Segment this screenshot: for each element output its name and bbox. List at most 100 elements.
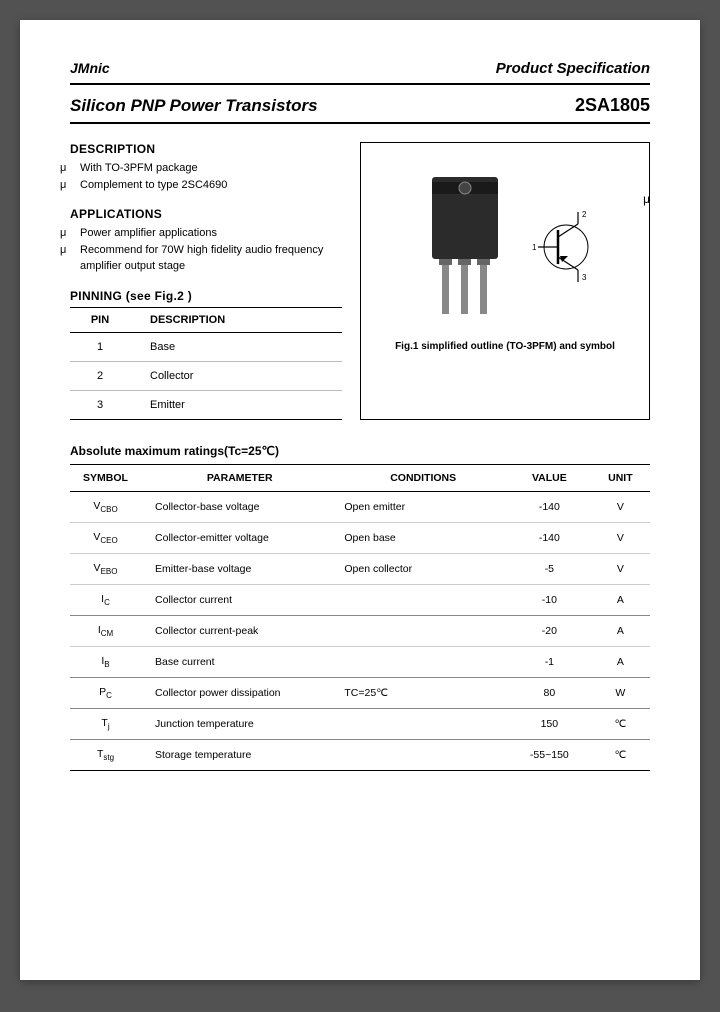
header-rule	[70, 83, 650, 85]
value-cell: 150	[508, 709, 591, 740]
symbol-cell: VEBO	[70, 553, 141, 584]
table-row: VCBOCollector-base voltageOpen emitter-1…	[70, 491, 650, 522]
unit-cell: A	[591, 646, 650, 677]
bullet-icon: μ	[70, 160, 80, 177]
cond-cell	[330, 740, 508, 771]
pin1-label: 1	[532, 243, 537, 252]
pin-cell: 3	[70, 390, 130, 419]
pin3-label: 3	[582, 273, 587, 282]
table-row: TjJunction temperature 150℃	[70, 709, 650, 740]
ratings-heading: Absolute maximum ratings(Tc=25℃)	[70, 444, 650, 458]
symbol-cell: ICM	[70, 615, 141, 646]
list-item: μPower amplifier applications	[70, 225, 342, 242]
list-text: With TO-3PFM package	[80, 162, 198, 174]
unit-cell: V	[591, 553, 650, 584]
cond-cell: Open emitter	[330, 491, 508, 522]
value-cell: -20	[508, 615, 591, 646]
unit-cell: V	[591, 491, 650, 522]
figure-caption: Fig.1 simplified outline (TO-3PFM) and s…	[395, 341, 615, 352]
param-cell: Emitter-base voltage	[141, 553, 330, 584]
ratings-table: SYMBOL PARAMETER CONDITIONS VALUE UNIT V…	[70, 464, 650, 772]
unit-cell: A	[591, 584, 650, 615]
symbol-cell: IC	[70, 584, 141, 615]
cond-cell: Open base	[330, 522, 508, 553]
unit-cell: W	[591, 678, 650, 709]
table-row: TstgStorage temperature-55~150℃	[70, 740, 650, 771]
pinning-heading: PINNING (see Fig.2 )	[70, 289, 342, 303]
table-row: VEBOEmitter-base voltageOpen collector-5…	[70, 553, 650, 584]
applications-heading: APPLICATIONS	[70, 207, 342, 221]
pinning-table: PIN DESCRIPTION 1Base2Collector3Emitter	[70, 307, 342, 420]
figure-box: 1 2 3 Fig.1 simplified outline (TO-3PFM)…	[360, 142, 650, 420]
left-column: DESCRIPTION μWith TO-3PFM package μCompl…	[70, 142, 342, 420]
param-cell: Collector-emitter voltage	[141, 522, 330, 553]
applications-list: μPower amplifier applications μRecommend…	[70, 225, 342, 275]
brand-name: JMnic	[70, 60, 110, 76]
pin2-label: 2	[582, 210, 587, 219]
unit-cell: A	[591, 615, 650, 646]
desc-col-header: DESCRIPTION	[130, 307, 342, 332]
value-cell: -5	[508, 553, 591, 584]
value-cell: -140	[508, 491, 591, 522]
table-row: IBBase current-1A	[70, 646, 650, 677]
top-section: DESCRIPTION μWith TO-3PFM package μCompl…	[70, 142, 650, 420]
table-row: 3Emitter	[70, 390, 342, 419]
value-cell: -1	[508, 646, 591, 677]
value-cell: -140	[508, 522, 591, 553]
param-cell: Storage temperature	[141, 740, 330, 771]
table-row: ICMCollector current-peak -20A	[70, 615, 650, 646]
bullet-icon: μ	[70, 225, 80, 242]
pin-col-header: PIN	[70, 307, 130, 332]
pin-cell: 1	[70, 332, 130, 361]
list-item: μComplement to type 2SC4690	[70, 177, 342, 194]
desc-cell: Collector	[130, 361, 342, 390]
symbol-cell: PC	[70, 678, 141, 709]
cond-cell	[330, 615, 508, 646]
datasheet-page: μ JMnic Product Specification Silicon PN…	[20, 20, 700, 980]
list-item: μRecommend for 70W high fidelity audio f…	[70, 242, 342, 275]
cond-cell	[330, 709, 508, 740]
page-header: JMnic Product Specification	[70, 60, 650, 77]
symbol-cell: Tj	[70, 709, 141, 740]
param-cell: Collector-base voltage	[141, 491, 330, 522]
product-family: Silicon PNP Power Transistors	[70, 96, 318, 116]
symbol-cell: VCBO	[70, 491, 141, 522]
package-outline-icon	[410, 167, 520, 327]
list-text: Complement to type 2SC4690	[80, 179, 227, 191]
part-number: 2SA1805	[575, 95, 650, 116]
list-text: Power amplifier applications	[80, 227, 217, 239]
figure-graphics: 1 2 3	[410, 167, 600, 327]
cond-cell: Open collector	[330, 553, 508, 584]
list-item: μWith TO-3PFM package	[70, 160, 342, 177]
cond-cell	[330, 584, 508, 615]
desc-cell: Base	[130, 332, 342, 361]
symbol-cell: VCEO	[70, 522, 141, 553]
col-symbol: SYMBOL	[70, 464, 141, 491]
title-row: Silicon PNP Power Transistors 2SA1805	[70, 95, 650, 116]
param-cell: Collector current-peak	[141, 615, 330, 646]
param-cell: Junction temperature	[141, 709, 330, 740]
param-cell: Collector current	[141, 584, 330, 615]
description-heading: DESCRIPTION	[70, 142, 342, 156]
table-row: VCEOCollector-emitter voltageOpen base-1…	[70, 522, 650, 553]
col-unit: UNIT	[591, 464, 650, 491]
desc-cell: Emitter	[130, 390, 342, 419]
col-conditions: CONDITIONS	[330, 464, 508, 491]
table-row: ICCollector current -10A	[70, 584, 650, 615]
col-value: VALUE	[508, 464, 591, 491]
symbol-cell: IB	[70, 646, 141, 677]
table-row: 2Collector	[70, 361, 342, 390]
param-cell: Collector power dissipation	[141, 678, 330, 709]
title-rule	[70, 122, 650, 124]
table-row: PCCollector power dissipationTC=25℃80W	[70, 678, 650, 709]
transistor-symbol-icon: 1 2 3	[530, 202, 600, 292]
unit-cell: ℃	[591, 709, 650, 740]
description-list: μWith TO-3PFM package μComplement to typ…	[70, 160, 342, 193]
table-row: 1Base	[70, 332, 342, 361]
col-parameter: PARAMETER	[141, 464, 330, 491]
value-cell: -10	[508, 584, 591, 615]
cond-cell: TC=25℃	[330, 678, 508, 709]
bullet-icon: μ	[70, 177, 80, 194]
value-cell: 80	[508, 678, 591, 709]
unit-cell: V	[591, 522, 650, 553]
